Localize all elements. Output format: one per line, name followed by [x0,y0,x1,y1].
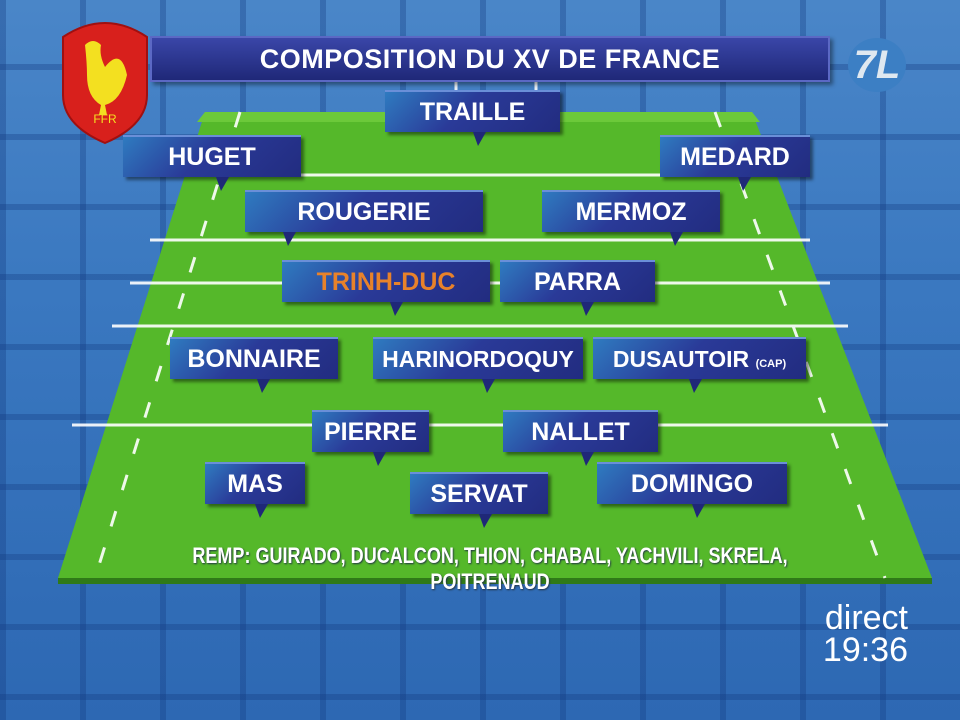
player-rougerie: ROUGERIE [245,190,483,246]
captain-badge: (CAP) [755,358,787,370]
player-huget: HUGET [123,135,301,191]
player-dusautoir: DUSAUTOIR (CAP) [593,337,806,393]
replacements-list: REMP: GUIRADO, DUCALCON, THION, CHABAL, … [192,543,788,594]
player-pierre: PIERRE [312,410,429,466]
live-indicator: direct 19:36 [822,599,908,669]
player-medard: MEDARD [660,135,810,191]
player-domingo: DOMINGO [597,462,787,518]
player-mas: MAS [205,462,305,518]
player-mermoz: MERMOZ [542,190,720,246]
clock: 19:36 [822,631,908,669]
player-traille: TRAILLE [385,90,560,146]
player-trinh-duc: TRINH-DUC [282,260,490,316]
player-parra: PARRA [500,260,655,316]
player-harinordoquy: HARINORDOQUY [373,337,583,393]
page-title: COMPOSITION DU XV DE FRANCE [150,36,830,82]
live-label: direct [824,599,908,637]
player-nallet: NALLET [503,410,658,466]
player-name: DUSAUTOIR [612,346,750,372]
ffr-logo: FFR [55,15,155,150]
channel-logo: 7L [848,38,906,92]
player-servat: SERVAT [410,472,548,528]
player-bonnaire: BONNAIRE [170,337,338,393]
svg-text:FFR: FFR [93,112,117,126]
